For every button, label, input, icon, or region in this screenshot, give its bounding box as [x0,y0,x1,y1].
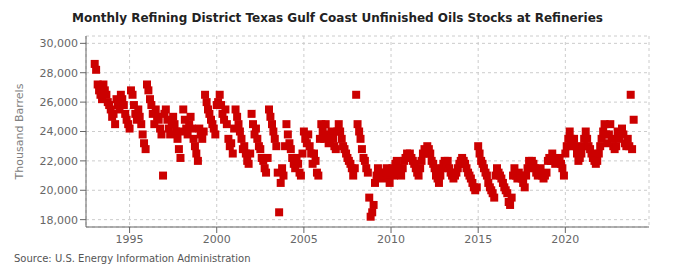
svg-text:2005: 2005 [290,233,318,246]
svg-text:30,000: 30,000 [40,37,79,50]
html-text:Monthly Refining District Texa: Monthly Refining District Texas Gulf Coa… [72,11,603,25]
svg-text:18,000: 18,000 [40,214,79,227]
svg-text:2020: 2020 [551,233,579,246]
svg-text:22,000: 22,000 [40,155,79,168]
html-text:Source: U.S. Energy Informatio: Source: U.S. Energy Information Administ… [14,253,251,264]
svg-text:20,000: 20,000 [40,184,79,197]
svg-text:28,000: 28,000 [40,67,79,80]
svg-text:Thousand Barrels: Thousand Barrels [13,83,26,180]
svg-text:2000: 2000 [203,233,231,246]
svg-text:24,000: 24,000 [40,125,79,138]
svg-text:1995: 1995 [116,233,144,246]
svg-text:2010: 2010 [377,233,405,246]
svg-text:2015: 2015 [464,233,492,246]
svg-text:26,000: 26,000 [40,96,79,109]
